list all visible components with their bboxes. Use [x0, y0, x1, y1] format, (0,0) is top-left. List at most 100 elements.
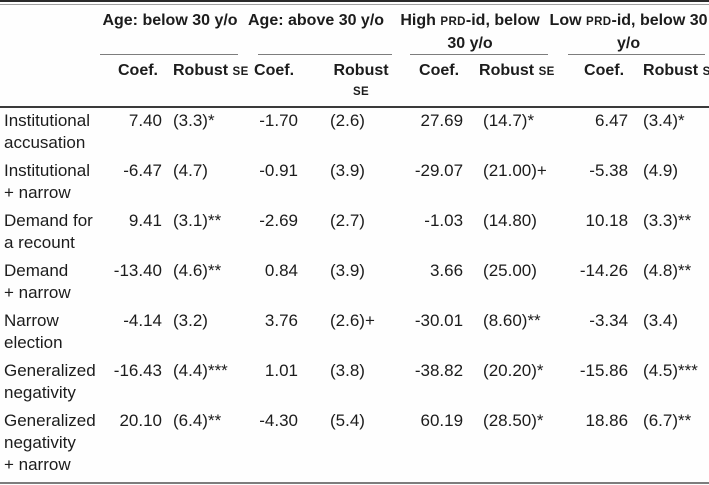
column-group-high-prd-id: High PRD-id, below 30 y/o [392, 5, 549, 55]
se-cell: (2.6) [330, 111, 365, 130]
se-cell: (28.50)* [483, 411, 544, 430]
se-cell: (4.8)** [643, 261, 692, 280]
row-label: Institutional accusation [0, 107, 100, 158]
coef-cell: -1.03 [424, 211, 464, 230]
se-cell: (3.4)* [643, 111, 685, 130]
se-cell: (14.7)* [483, 111, 535, 130]
column-group-label: Low PRD-id, below 30 y/o [548, 5, 709, 54]
row-label-line: accusation [4, 133, 86, 152]
subheader-coef-g4: Coef. [548, 55, 631, 108]
table-row: Institutional + narrow -6.47 (4.7) -0.91 (3.9… [0, 158, 709, 208]
se-cell: (3.9) [330, 161, 365, 180]
subheader-coef-g2: Coef. [240, 55, 301, 108]
text-segment: Robust [333, 62, 389, 79]
row-label-line: election [4, 333, 63, 352]
coef-cell: -29.07 [414, 161, 464, 180]
subheader-robust-se-g3: Robust SE [465, 55, 554, 108]
coef-cell: -13.40 [113, 261, 162, 280]
row-label-line: Generalized [4, 411, 96, 430]
row-label-line: negativity [4, 383, 76, 402]
coef-cell: 10.18 [585, 211, 629, 230]
coef-cell: -15.86 [579, 361, 629, 380]
column-group-age-below-30: Age: below 30 y/o [100, 5, 240, 55]
column-group-label: High PRD-id, below 30 y/o [392, 5, 548, 54]
row-label-line: Institutional [4, 161, 90, 180]
smallcaps-text: SE [352, 86, 370, 98]
coef-cell: 9.41 [128, 211, 162, 230]
text-segment: Coef. [118, 62, 158, 79]
se-cell: (5.4) [330, 411, 365, 430]
row-label-line: + narrow [4, 283, 71, 302]
text-segment: Low [549, 12, 586, 29]
coef-cell: 3.76 [264, 311, 299, 330]
text-segment: Age: below 30 y/o [102, 12, 238, 29]
smallcaps-text: PRD [585, 16, 612, 28]
group-underline [568, 54, 706, 55]
row-label-line: + narrow [4, 455, 71, 474]
coef-cell: -14.26 [579, 261, 629, 280]
column-group-label: Age: above 30 y/o [240, 5, 392, 31]
se-cell: (6.4)** [173, 411, 222, 430]
smallcaps-text: SE [702, 66, 709, 78]
coef-cell: -38.82 [414, 361, 464, 380]
table-body: Institutional accusation 7.40 (3.3)* -1.70 (2… [0, 107, 709, 480]
se-cell: (4.6)** [173, 261, 222, 280]
coef-cell: 7.40 [128, 111, 162, 130]
row-label-line: Generalized [4, 361, 96, 380]
row-label-line: Demand [4, 261, 69, 280]
smallcaps-text: PRD [440, 16, 466, 28]
text-segment: Age: above 30 y/o [248, 12, 385, 29]
se-cell: (3.4) [643, 311, 678, 330]
se-cell: (2.7) [330, 211, 365, 230]
row-label-line: Demand for [4, 211, 93, 230]
se-cell: (21.00)+ [483, 161, 547, 180]
text-segment: Robust [479, 62, 539, 79]
subheader-robust-se-g1: Robust SE [164, 55, 248, 108]
text-segment: -id, below 30 y/o [611, 12, 708, 52]
coef-cell: 18.86 [585, 411, 629, 430]
subheader-coef-g3: Coef. [392, 55, 466, 108]
row-label-line: Narrow [4, 311, 59, 330]
row-label-line: + narrow [4, 183, 71, 202]
row-label: Institutional + narrow [0, 158, 100, 208]
subheader-robust-se-g4: Robust SE [630, 55, 709, 108]
se-cell: (14.80) [483, 211, 537, 230]
row-label-line: a recount [4, 233, 75, 252]
table-row: Institutional accusation 7.40 (3.3)* -1.70 (2… [0, 107, 709, 158]
text-segment: High [400, 12, 441, 29]
coef-cell: -2.69 [259, 211, 299, 230]
coef-cell: -4.14 [123, 311, 162, 330]
coef-cell: -3.34 [589, 311, 629, 330]
header-corner [0, 5, 100, 55]
coef-cell: 60.19 [420, 411, 464, 430]
group-underline [410, 54, 549, 55]
row-label: Generalized negativity [0, 358, 100, 408]
coef-cell: 27.69 [420, 111, 464, 130]
coef-cell: -5.38 [589, 161, 629, 180]
se-cell: (3.2) [173, 311, 208, 330]
se-cell: (2.6)+ [330, 311, 375, 330]
text-segment: Coef. [584, 62, 625, 79]
se-cell: (4.7) [173, 161, 208, 180]
coef-cell: 3.66 [429, 261, 464, 280]
smallcaps-text: SE [232, 66, 249, 78]
coef-cell: -6.47 [123, 161, 162, 180]
table-top-rule [0, 0, 709, 5]
row-label: Demand + narrow [0, 258, 100, 308]
text-segment: Coef. [419, 62, 460, 79]
se-cell: (3.3)** [643, 211, 692, 230]
se-cell: (8.60)** [483, 311, 541, 330]
coef-cell: -16.43 [113, 361, 162, 380]
row-label: Generalized negativity + narrow [0, 408, 100, 480]
se-cell: (20.20)* [483, 361, 544, 380]
table-row: Demand for a recount 9.41 (3.1)** -2.69 (2.7)… [0, 208, 709, 258]
subheader-coef-g1: Coef. [100, 55, 164, 108]
coef-cell: -30.01 [414, 311, 464, 330]
se-cell: (25.00) [483, 261, 537, 280]
coef-cell: 6.47 [594, 111, 629, 130]
se-cell: (4.5)*** [643, 361, 698, 380]
text-segment: Robust [643, 62, 703, 79]
subheader-corner [0, 55, 100, 108]
text-segment: Robust [173, 62, 233, 79]
text-segment: -id, below 30 y/o [447, 12, 540, 52]
